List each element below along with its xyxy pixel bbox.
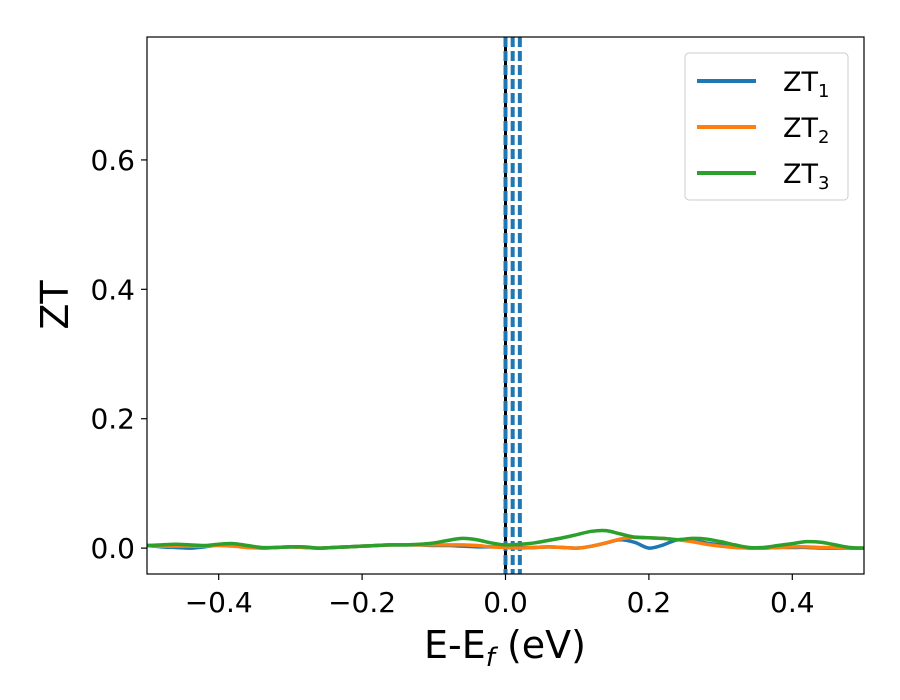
x-axis-title: E-Ef (eV) — [424, 623, 586, 673]
legend-box — [684, 52, 849, 201]
y-axis-ticks: 0.0 0.2 0.4 0.6 — [90, 144, 147, 565]
x-tick-label: −0.2 — [328, 586, 396, 619]
y-tick-label: 0.6 — [90, 144, 135, 177]
x-tick-label: 0.2 — [627, 586, 672, 619]
series-line-zt3 — [147, 528, 864, 550]
x-tick-label: 0.4 — [770, 586, 815, 619]
x-axis-ticks: −0.4 −0.2 0.0 0.2 0.4 — [185, 574, 815, 619]
legend: ZT1 ZT2 ZT3 — [684, 52, 849, 201]
series-lines — [147, 528, 864, 551]
vertical-markers — [503, 37, 522, 574]
legend-label-zt3: ZT3 — [783, 159, 829, 194]
x-tick-label: −0.4 — [185, 586, 253, 619]
y-tick-label: 0.4 — [90, 273, 135, 306]
legend-label-zt2: ZT2 — [783, 113, 829, 148]
legend-label-zt1: ZT1 — [783, 67, 829, 102]
y-tick-label: 0.2 — [90, 403, 135, 436]
y-axis-title: ZT — [33, 280, 77, 330]
x-tick-label: 0.0 — [483, 586, 528, 619]
y-tick-label: 0.0 — [90, 532, 135, 565]
